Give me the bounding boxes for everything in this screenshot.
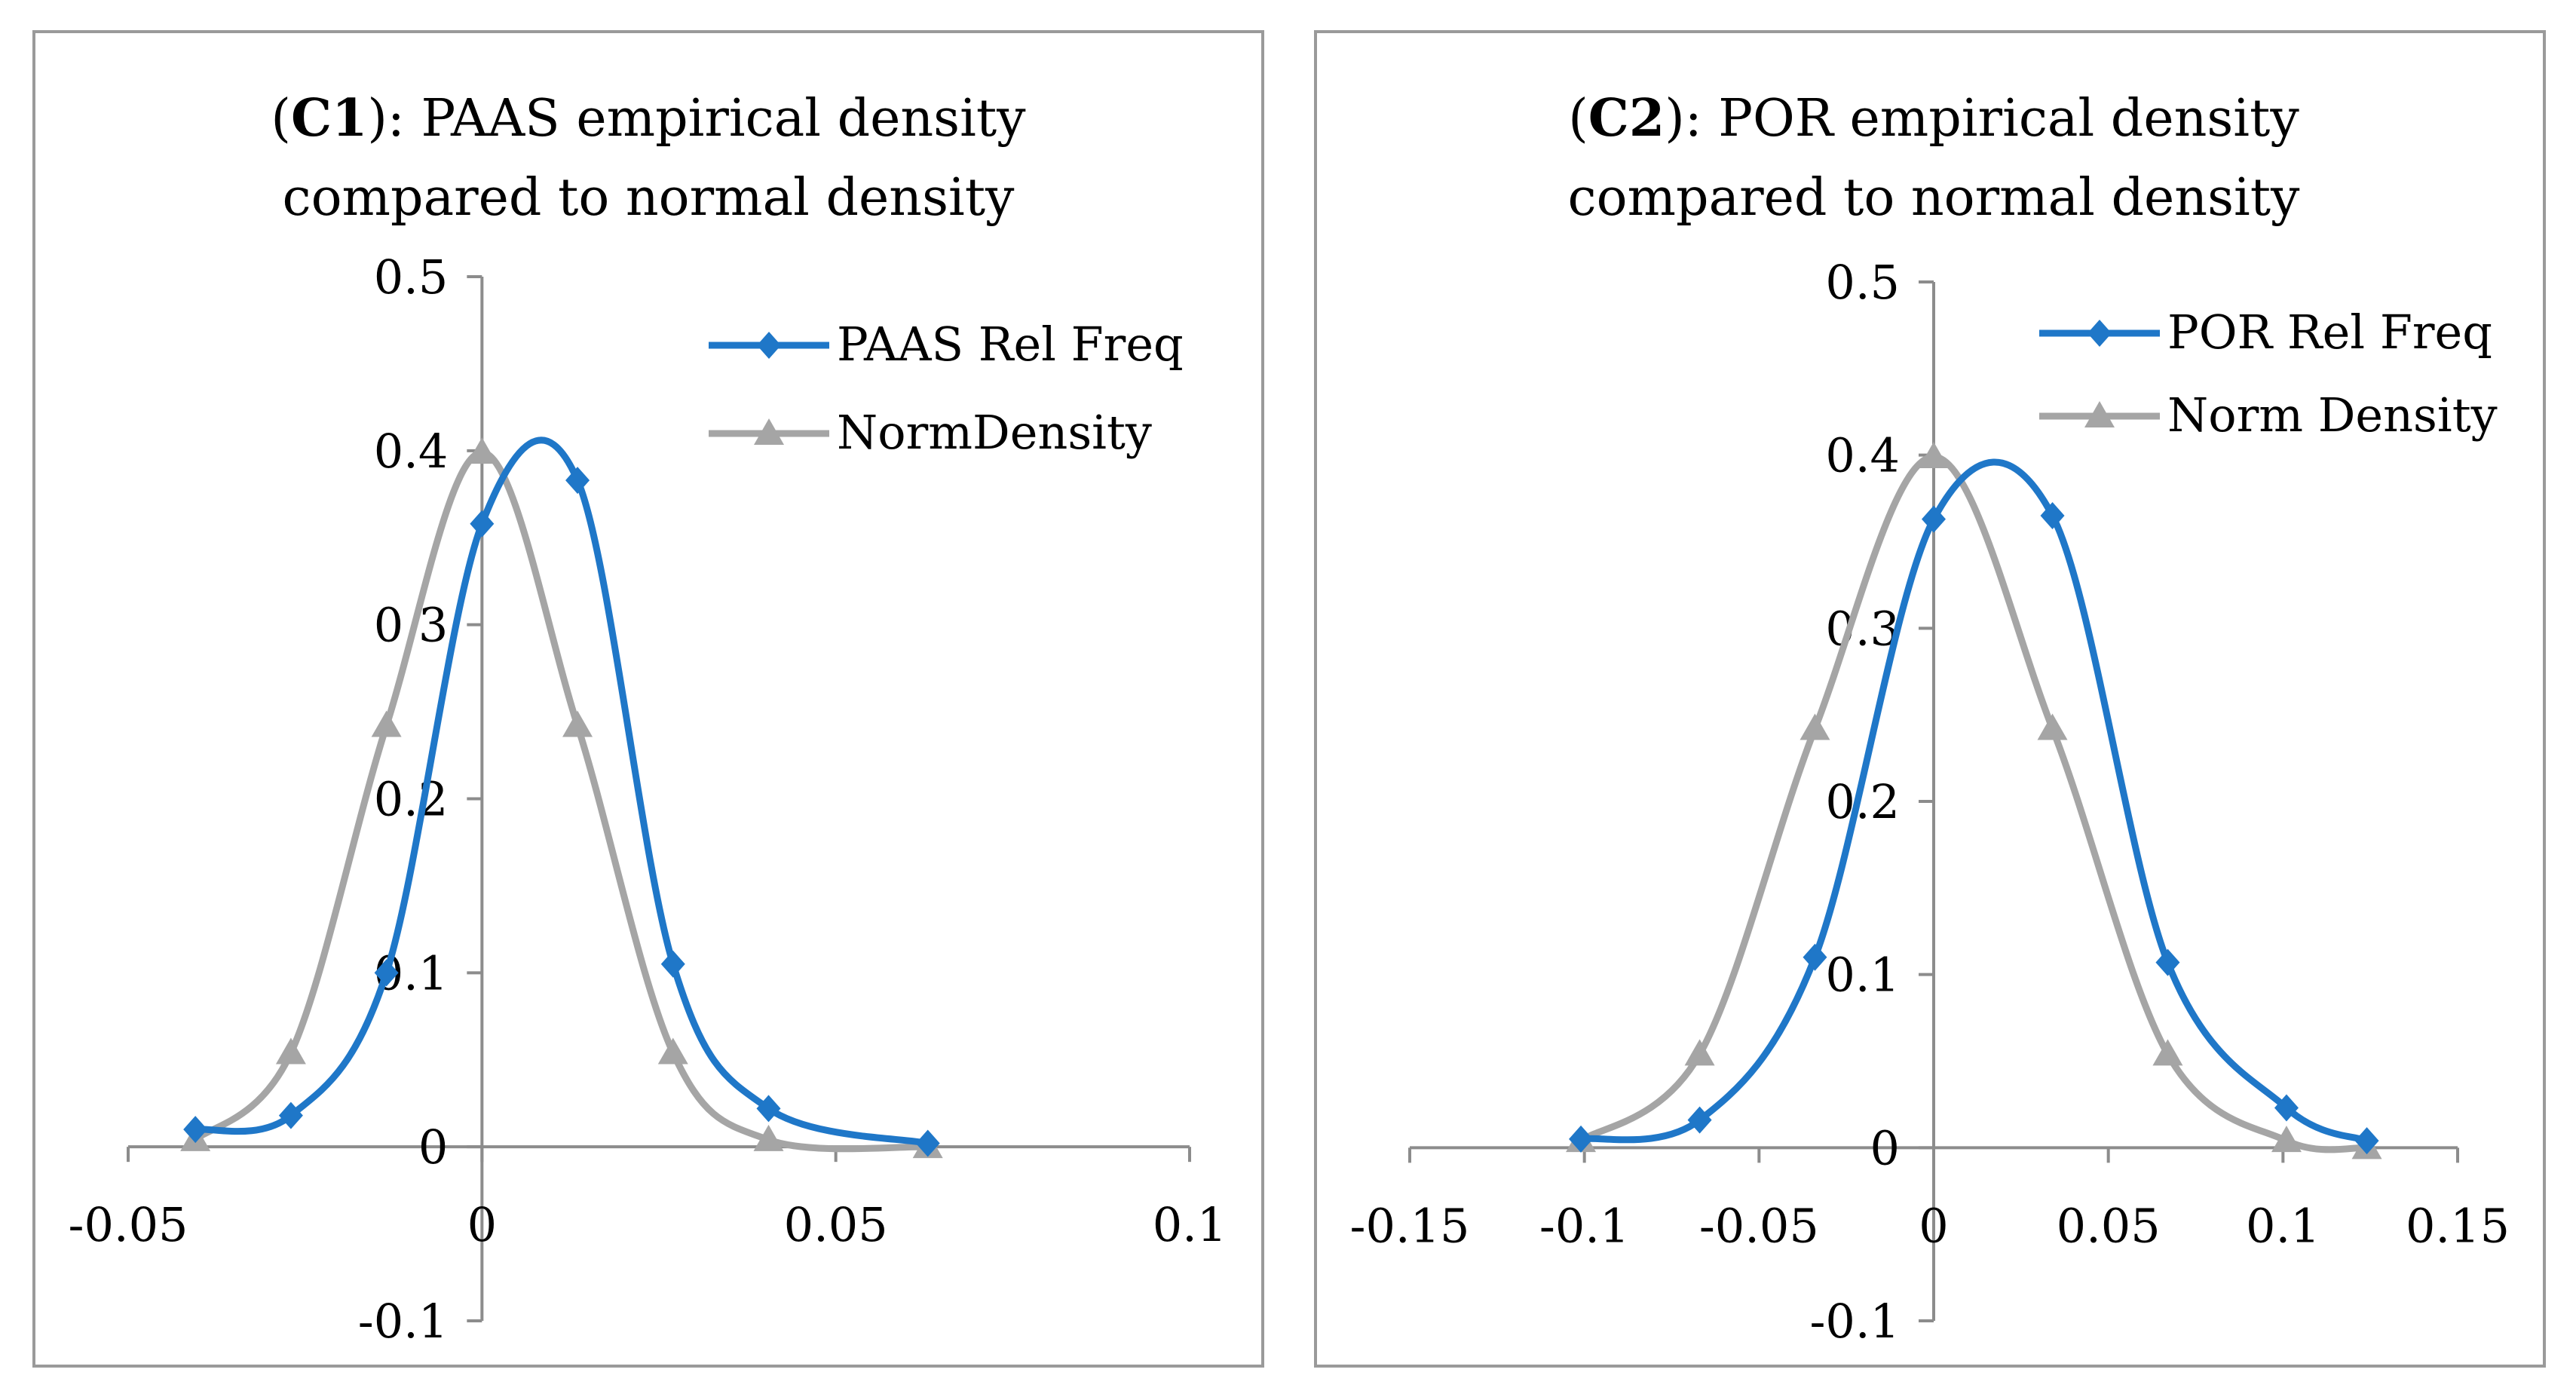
data-point-normdensity-6 — [753, 1124, 784, 1151]
data-point-norm-density-1 — [1684, 1039, 1715, 1066]
y-tick-label: 0 — [1870, 1120, 1900, 1175]
chart-c2: (C2): POR empirical density compared to … — [1314, 30, 2546, 1368]
chart-c1-frame — [32, 30, 1264, 1368]
legend-triangle-marker — [2084, 401, 2115, 427]
chart-c1-legend: PAAS Rel Freq NormDensity — [709, 317, 1184, 460]
series-line-paas-rel-freq — [191, 437, 932, 1147]
data-point-norm-density-6 — [2271, 1126, 2302, 1153]
series-line-norm-density — [1577, 453, 2370, 1153]
data-point-norm-density-3 — [1919, 441, 1949, 468]
chart-c1-series-lines — [191, 437, 932, 1153]
data-point-paas-rel-freq-6 — [756, 1095, 781, 1123]
data-point-norm-density-2 — [1800, 713, 1830, 740]
y-tick-label: 0 — [418, 1120, 448, 1175]
series-line-normdensity — [191, 449, 932, 1153]
legend-label-paas-rel-freq: PAAS Rel Freq — [837, 317, 1184, 372]
chart-c1-title-line2: compared to normal density — [283, 168, 1015, 228]
data-point-normdensity-4 — [562, 710, 593, 737]
legend-label-norm-density: Norm Density — [2167, 388, 2498, 443]
data-point-por-rel-freq-0 — [1569, 1125, 1594, 1153]
chart-c2-tick-labels: -0.15 -0.1 -0.05 0 0.05 0.1 0.15-0.100.10.20.3… — [1350, 255, 2510, 1349]
data-point-por-rel-freq-3 — [1922, 505, 1946, 533]
data-point-paas-rel-freq-4 — [565, 467, 590, 495]
chart-c2-series-lines — [1577, 453, 2370, 1153]
chart-c1: (C1): PAAS empirical density compared to… — [32, 30, 1264, 1368]
x-tick-label: 0.15 — [2406, 1198, 2510, 1253]
chart-c2-legend: POR Rel Freq Norm Density — [2039, 305, 2498, 443]
series-line-por-rel-freq — [1577, 458, 2370, 1144]
x-tick-label: 0 — [1919, 1198, 1948, 1253]
legend-diamond-marker — [757, 332, 781, 359]
chart-c2-title-line1: (C2): POR empirical density — [1568, 88, 2299, 149]
y-tick-label: 0.1 — [1825, 948, 1900, 1003]
legend-label-por-rel-freq: POR Rel Freq — [2167, 305, 2492, 360]
y-tick-label: 0.3 — [1825, 601, 1900, 656]
y-tick-label: 0.5 — [1825, 255, 1900, 310]
chart-c2-markers — [1566, 441, 2382, 1160]
x-tick-label: -0.05 — [69, 1197, 188, 1252]
y-tick-label: 0.4 — [374, 424, 449, 479]
y-tick-label: -0.1 — [358, 1294, 449, 1349]
x-tick-label: 0.05 — [2057, 1198, 2161, 1253]
x-tick-label: -0.1 — [1539, 1198, 1630, 1253]
y-tick-label: 0.5 — [374, 250, 449, 305]
data-point-paas-rel-freq-1 — [278, 1101, 303, 1129]
data-point-normdensity-2 — [371, 710, 402, 737]
y-tick-label: 0.4 — [1825, 428, 1900, 483]
data-point-paas-rel-freq-2 — [374, 959, 399, 987]
chart-c2-title-line2: compared to normal density — [1568, 168, 2301, 228]
chart-c1-title-line1: (C1): PAAS empirical density — [271, 88, 1026, 149]
data-point-por-rel-freq-4 — [2040, 502, 2065, 530]
y-tick-label: 0.2 — [374, 772, 449, 827]
x-tick-label: -0.05 — [1699, 1198, 1819, 1253]
y-tick-label: -0.1 — [1809, 1294, 1900, 1349]
data-point-paas-rel-freq-7 — [915, 1129, 940, 1157]
x-tick-label: 0.05 — [784, 1197, 888, 1252]
data-point-norm-density-4 — [2037, 713, 2068, 740]
x-tick-label: 0 — [467, 1197, 497, 1252]
data-point-por-rel-freq-5 — [2155, 948, 2180, 976]
data-point-por-rel-freq-7 — [2354, 1127, 2379, 1155]
data-point-normdensity-1 — [275, 1037, 306, 1065]
data-point-paas-rel-freq-3 — [470, 510, 495, 538]
x-tick-label: -0.15 — [1350, 1198, 1470, 1253]
chart-c1-markers — [180, 437, 943, 1159]
chart-c2-frame — [1314, 30, 2546, 1368]
data-point-normdensity-5 — [657, 1037, 688, 1065]
legend-triangle-marker — [754, 418, 784, 445]
data-point-paas-rel-freq-5 — [660, 950, 685, 978]
data-point-norm-density-5 — [2152, 1039, 2183, 1066]
data-point-por-rel-freq-6 — [2274, 1094, 2299, 1122]
legend-diamond-marker — [2087, 320, 2112, 347]
x-tick-label: 0.1 — [1153, 1197, 1227, 1252]
data-point-por-rel-freq-2 — [1803, 943, 1827, 971]
data-point-normdensity-3 — [467, 437, 498, 464]
data-point-paas-rel-freq-0 — [183, 1116, 208, 1144]
legend-label-normdensity: NormDensity — [837, 405, 1152, 460]
x-tick-label: 0.1 — [2246, 1198, 2320, 1253]
data-point-por-rel-freq-1 — [1687, 1106, 1712, 1134]
